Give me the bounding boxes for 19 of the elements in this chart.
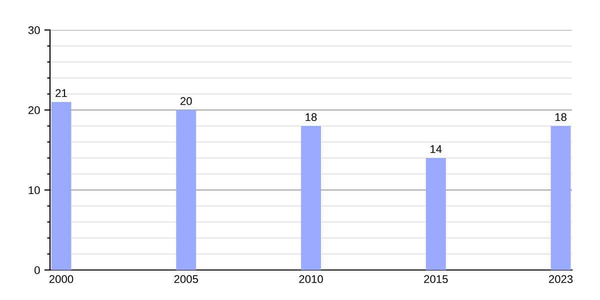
x-tick-label: 2005	[174, 275, 198, 284]
bar	[550, 126, 571, 270]
x-tick-label: 2023	[548, 275, 573, 284]
bar	[426, 158, 446, 270]
y-tick-label: 30	[28, 26, 40, 34]
x-tick-label: 2000	[49, 275, 74, 284]
x-tick-label: 2010	[299, 275, 323, 284]
y-tick-label: 20	[28, 106, 40, 114]
x-tick-label: 2015	[424, 275, 448, 284]
data-label: 18	[306, 113, 317, 122]
y-tick-label: 0	[34, 266, 40, 274]
data-label: 21	[56, 89, 67, 97]
bar	[176, 110, 196, 270]
data-label: 20	[180, 97, 192, 106]
data-label: 14	[430, 145, 442, 153]
y-tick-label: 10	[28, 186, 40, 194]
data-label: 18	[555, 113, 566, 122]
bar	[301, 126, 321, 270]
bar	[51, 102, 72, 270]
